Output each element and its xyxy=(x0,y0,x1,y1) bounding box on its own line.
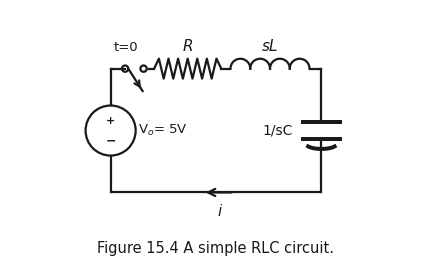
Text: 1/sC: 1/sC xyxy=(262,123,292,137)
Text: +: + xyxy=(106,116,115,126)
Text: t=0: t=0 xyxy=(114,41,139,54)
Text: i: i xyxy=(218,204,222,219)
Text: R: R xyxy=(182,39,193,54)
Text: −: − xyxy=(105,134,116,147)
Text: Figure 15.4 A simple RLC circuit.: Figure 15.4 A simple RLC circuit. xyxy=(98,241,334,256)
Text: sL: sL xyxy=(262,39,278,54)
Text: V$_o$= 5V: V$_o$= 5V xyxy=(138,123,188,138)
Circle shape xyxy=(140,65,147,72)
